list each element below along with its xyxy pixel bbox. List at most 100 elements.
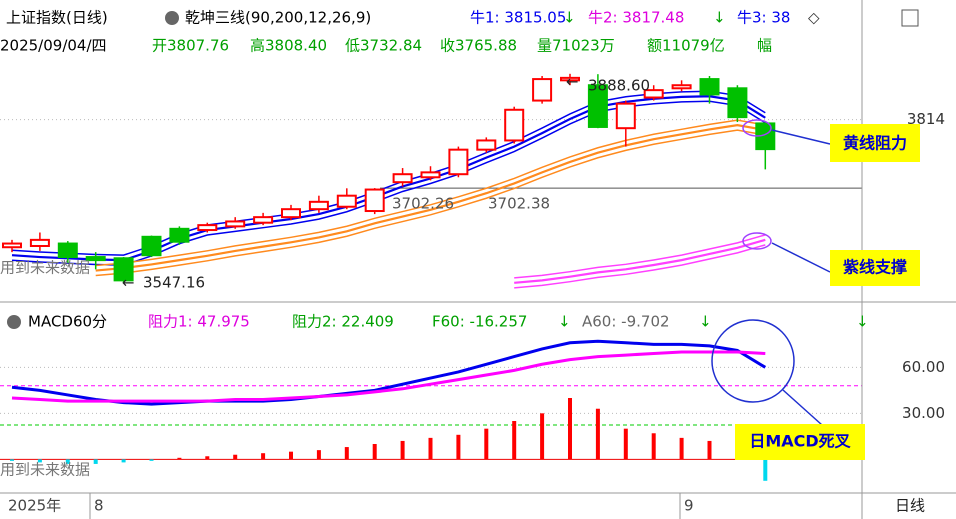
macd-bar (763, 459, 768, 481)
candle-body (587, 84, 608, 128)
macd-bar (707, 440, 712, 460)
macd-bar (623, 428, 628, 460)
candle-body (671, 84, 692, 90)
toggle-icon[interactable] (901, 9, 919, 27)
indicator-line (11, 90, 766, 256)
macd-legend: MACD60分 (28, 313, 107, 331)
indicator-line (95, 123, 766, 272)
period-label: 日线 (895, 497, 925, 515)
month-label: 9 (684, 497, 694, 515)
highlight (742, 119, 772, 137)
arrow: ↓ (558, 313, 571, 331)
indicator-line (514, 238, 766, 284)
candle-body (253, 216, 274, 224)
label-text: 黄线阻力 (843, 134, 907, 153)
peak-label: 3888.60 (588, 77, 650, 95)
macd-bar (37, 459, 42, 463)
macd-bar (372, 444, 377, 460)
candle-body (141, 235, 162, 257)
date: 2025/09/04/四 (0, 37, 107, 55)
range: 幅 (757, 37, 772, 55)
candle-body (85, 256, 106, 262)
highlight (742, 232, 772, 250)
label-box (735, 424, 865, 460)
macd-bar (316, 450, 321, 460)
macd-bar (568, 398, 572, 460)
resist1: 阻力1: 47.975 (148, 313, 250, 331)
candle-body (699, 78, 720, 96)
arrow: ↓ (856, 313, 869, 331)
callout-arrow (771, 129, 831, 145)
candle-body (281, 208, 301, 219)
future-note: 用到未来数据 (0, 461, 90, 479)
macd-bar (344, 447, 349, 460)
candle-body (448, 148, 469, 176)
label-box (830, 124, 920, 162)
candle-body (113, 257, 134, 282)
macd-bar (595, 408, 600, 460)
indicator-line (514, 234, 766, 279)
bull2: 牛2: 3817.48 (588, 9, 684, 27)
candle-body (643, 89, 664, 99)
macd-bar (121, 459, 126, 463)
candle-body (2, 242, 22, 249)
y-tick-label: 60.00 (902, 358, 945, 376)
macd-bar (149, 459, 154, 461)
candle-body (615, 102, 636, 130)
macd-bar (289, 451, 293, 460)
plot-layer: 3814 60.00 30.00 (0, 73, 945, 481)
y-tick-label: 3814 (907, 110, 945, 128)
trough-label: 3547.16 (143, 274, 205, 292)
candle-body (57, 242, 78, 259)
candle-body (476, 139, 497, 151)
arrow: ← (566, 73, 579, 91)
volume: 量71023万 (537, 37, 615, 55)
macd-bar (456, 434, 461, 460)
label-text: 日MACD死叉 (749, 432, 851, 451)
bull3: 牛3: 38 (737, 9, 790, 27)
label-box (830, 250, 920, 286)
amount: 额11079亿 (647, 37, 725, 55)
low: 低3732.84 (345, 37, 422, 55)
icon[interactable] (7, 315, 21, 329)
mid-label: 3702.26 (392, 195, 454, 213)
bull1: 牛1: 3815.05 (470, 9, 566, 27)
callout-arrow (782, 389, 823, 426)
resist2: 阻力2: 22.409 (292, 313, 394, 331)
candle-body (504, 108, 525, 142)
candle-body (336, 194, 357, 208)
future-note: 用到未来数据 (0, 259, 90, 277)
arrow: ↓ (699, 313, 712, 331)
candle-body (169, 227, 190, 243)
high: 高3808.40 (250, 37, 327, 55)
indicator: 乾坤三线(90,200,12,26,9) (185, 9, 371, 27)
macd-bar (651, 433, 656, 460)
candle-body (420, 171, 441, 179)
macd-bar (428, 437, 433, 460)
candle-body (532, 78, 553, 102)
indicator-line (95, 129, 766, 277)
macd-bar (10, 459, 14, 461)
indicator-line (95, 119, 766, 267)
indicator-line (514, 244, 766, 289)
a60: A60: -9.702 (582, 313, 670, 331)
arrow: ↓ (713, 9, 726, 27)
macd-bar (205, 456, 210, 460)
macd-bar (512, 421, 517, 460)
macd-bar (93, 459, 98, 464)
open: 开3807.76 (152, 37, 229, 55)
label-text: 紫线支撑 (843, 258, 907, 277)
diamond: ◇ (808, 9, 820, 27)
candle-body (225, 220, 246, 228)
callout-arrow (771, 242, 831, 273)
candle-body (392, 173, 413, 184)
macd-bar (261, 453, 266, 460)
macd-bar (65, 459, 70, 464)
y-tick-label: 30.00 (902, 404, 945, 422)
macd-bar (484, 428, 489, 460)
indicator-line (11, 95, 766, 262)
indicator-line (11, 339, 767, 406)
macd-bar (679, 437, 684, 460)
icon[interactable] (165, 11, 179, 25)
